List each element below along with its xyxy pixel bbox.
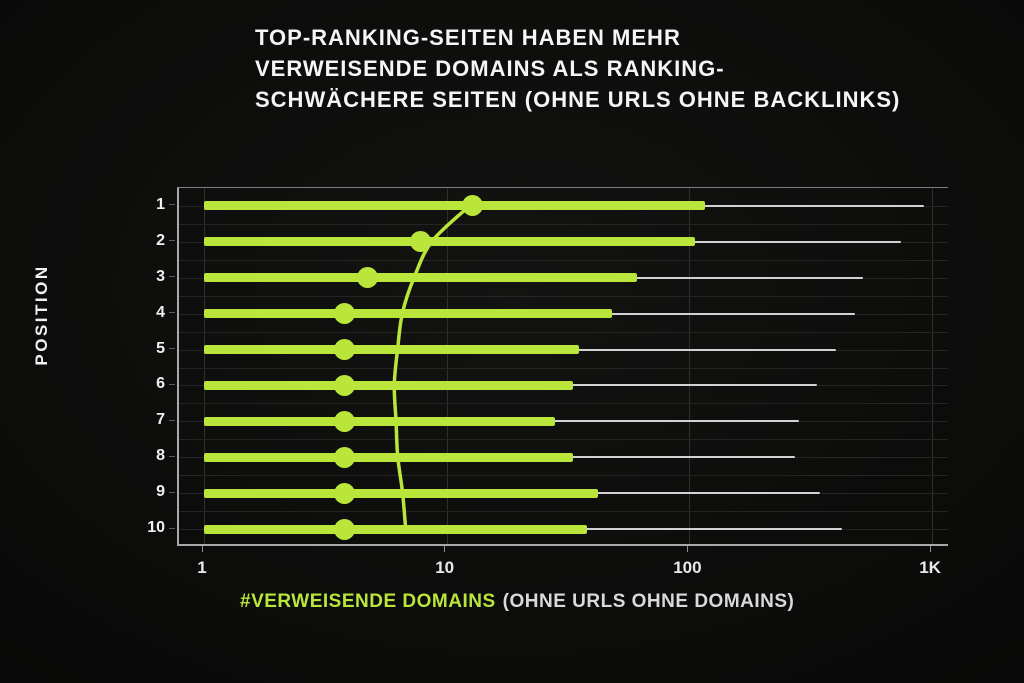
referring-domains-bar [204,345,579,355]
referring-domains-bar [204,416,556,426]
y-tick-mark [169,204,175,206]
median-dot [334,482,356,504]
y-tick-mark [169,491,175,493]
x-tick-label: 100 [673,558,702,577]
y-tick-label: 7 [156,411,165,429]
y-tick-label: 10 [147,519,165,537]
median-dot [334,410,356,432]
x-gridline [204,188,205,544]
chart-title-line-2: VERWEISENDE DOMAINS ALS RANKING- [255,56,725,81]
y-tick-label: 9 [156,483,165,501]
y-tick-label: 3 [156,267,165,285]
y-tick-mark [169,527,175,529]
x-axis-caption: #VERWEISENDE DOMAINS (OHNE URLS OHNE DOMA… [240,591,794,613]
y-tick-label: 2 [156,231,165,249]
x-axis-caption-highlight: #VERWEISENDE DOMAINS [240,591,496,612]
referring-domains-bar [204,524,588,534]
x-tick-mark [444,546,446,552]
y-gridline [179,439,948,441]
x-tick-label: 10 [435,558,455,577]
median-dot [334,446,356,468]
chart-title: TOP-RANKING-SEITEN HABEN MEHR VERWEISEND… [255,22,900,115]
y-gridline [179,403,948,405]
x-gridline [932,188,934,544]
y-axis-title: POSITION [32,264,51,366]
referring-domains-bar [204,380,573,390]
y-tick-mark [169,276,175,278]
chart-title-line-1: TOP-RANKING-SEITEN HABEN MEHR [255,25,681,50]
y-tick-mark [169,240,175,242]
median-dot [334,374,356,396]
x-axis-caption-rest: (OHNE URLS OHNE DOMAINS) [502,591,795,612]
referring-domains-bar [204,201,706,211]
x-tick-label: 1 [197,558,207,577]
median-dot [410,231,431,253]
y-gridline [179,511,948,513]
referring-domains-bar [204,309,613,319]
y-gridline [179,331,948,333]
referring-domains-bar [204,273,638,283]
x-tick-mark [686,546,688,552]
x-tick-mark [929,546,931,552]
median-dot [334,339,356,361]
median-dot [356,267,378,289]
y-gridline [179,475,948,477]
y-tick-label: 4 [156,303,165,321]
y-tick-mark [169,455,175,457]
y-tick-mark [169,419,175,421]
chart-title-line-3: SCHWÄCHERE SEITEN (OHNE URLS OHNE BACKLI… [255,87,901,112]
median-dot [334,518,356,540]
x-tick-label: 1K [919,558,941,577]
y-tick-mark [169,312,175,314]
referring-domains-bar [204,237,695,247]
y-tick-label: 5 [156,339,165,357]
y-gridline [179,223,948,225]
x-tick-mark [201,546,203,552]
y-tick-label: 8 [156,447,165,465]
y-gridline [179,367,948,369]
plot-area [177,187,948,546]
y-tick-mark [169,383,175,385]
referring-domains-bar [204,488,598,498]
y-gridline [179,259,948,261]
y-tick-label: 1 [156,195,165,213]
referring-domains-bar [204,452,573,462]
y-tick-mark [169,348,175,350]
median-dot [334,303,356,325]
y-gridline [179,295,948,297]
x-gridline [689,188,691,544]
y-tick-label: 6 [156,375,165,393]
median-dot [462,195,484,217]
